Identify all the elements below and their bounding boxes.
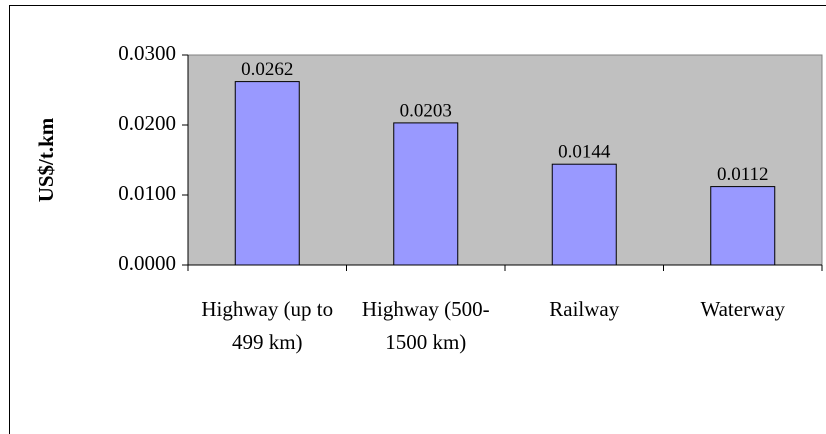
data-label: 0.0203: [400, 100, 452, 121]
data-label: 0.0112: [717, 164, 769, 185]
y-tick-label: 0.0100: [118, 181, 176, 205]
frame: [9, 5, 826, 434]
x-tick-label: Highway (500-1500 km): [361, 297, 490, 354]
bar: [551, 163, 617, 266]
x-tick-label: Railway: [549, 297, 620, 321]
x-tick-label: Highway (up to 499 km): [201, 297, 334, 354]
y-tick-label: 0.0200: [118, 111, 176, 135]
x-tick-label: Waterway: [700, 297, 786, 321]
bar: [393, 122, 459, 266]
bar: [710, 186, 776, 266]
y-tick-label: 0.0000: [118, 251, 176, 275]
y-tick-label: 0.0300: [118, 41, 176, 65]
y-axis-label: US$/t.km: [34, 117, 58, 202]
data-label: 0.0262: [241, 59, 293, 80]
bar: [234, 81, 300, 266]
data-label: 0.0144: [558, 142, 611, 163]
